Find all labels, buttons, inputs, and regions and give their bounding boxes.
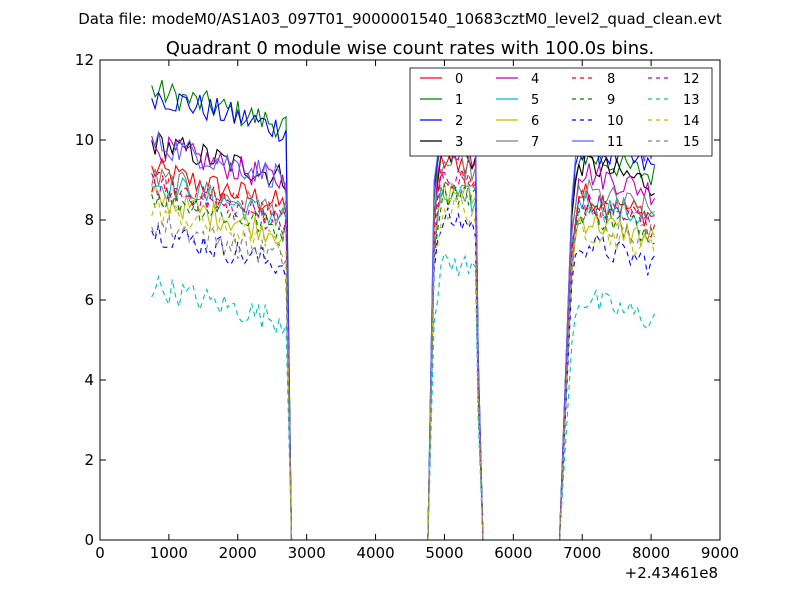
series-line-3 [151, 130, 655, 541]
legend-label-8: 8 [607, 72, 615, 87]
series-line-2 [151, 91, 655, 541]
legend-label-1: 1 [455, 93, 463, 108]
x-tick-label: 8000 [632, 544, 670, 562]
series-line-15 [151, 180, 656, 541]
x-offset-label: +2.43461e8 [625, 564, 718, 582]
legend-label-3: 3 [455, 135, 463, 150]
x-tick-label: 2000 [219, 544, 257, 562]
series-line-13 [151, 252, 656, 541]
legend-label-11: 11 [607, 135, 624, 150]
legend-label-5: 5 [531, 93, 539, 108]
series-line-10 [151, 207, 656, 541]
y-tick-label: 6 [84, 291, 94, 309]
axes: 0 1000 2000 3000 4000 5000 6000 7000 8000 9000 0 2 4… [75, 51, 739, 562]
legend-label-6: 6 [531, 114, 539, 129]
x-tick-label: 3000 [288, 544, 326, 562]
x-tick-label: 5000 [425, 544, 463, 562]
y-tick-label: 8 [84, 211, 94, 229]
legend-label-10: 10 [607, 114, 624, 129]
x-tick-label: 9000 [701, 544, 739, 562]
series-line-14 [151, 194, 656, 541]
series-line-6 [151, 182, 656, 541]
legend-label-2: 2 [455, 114, 463, 129]
x-tick-label: 1000 [150, 544, 188, 562]
x-tick-label: 7000 [563, 544, 601, 562]
legend-label-15: 15 [683, 135, 700, 150]
x-tick-label: 4000 [356, 544, 394, 562]
x-tick-label: 6000 [494, 544, 532, 562]
legend-label-13: 13 [683, 93, 700, 108]
series-line-5 [151, 176, 655, 541]
y-tick-label: 4 [84, 371, 94, 389]
series-line-9 [151, 183, 655, 541]
y-tick-label: 2 [84, 451, 94, 469]
series-line-8 [151, 168, 656, 541]
legend-box [409, 67, 713, 157]
figure-suptitle: Data file: modeM0/AS1A03_097T01_90000015… [78, 10, 722, 29]
legend-label-0: 0 [455, 72, 463, 87]
y-tick-label: 12 [75, 51, 94, 69]
y-tick-label: 10 [75, 131, 94, 149]
y-tick-label: 0 [84, 531, 94, 549]
legend-label-14: 14 [683, 114, 700, 129]
chart-title: Quadrant 0 module wise count rates with … [166, 38, 655, 59]
legend-label-9: 9 [607, 93, 615, 108]
series-line-12 [151, 168, 655, 541]
x-tick-label: 0 [95, 544, 105, 562]
legend-label-7: 7 [531, 135, 539, 150]
legend-label-4: 4 [531, 72, 539, 87]
legend-label-12: 12 [683, 72, 700, 87]
